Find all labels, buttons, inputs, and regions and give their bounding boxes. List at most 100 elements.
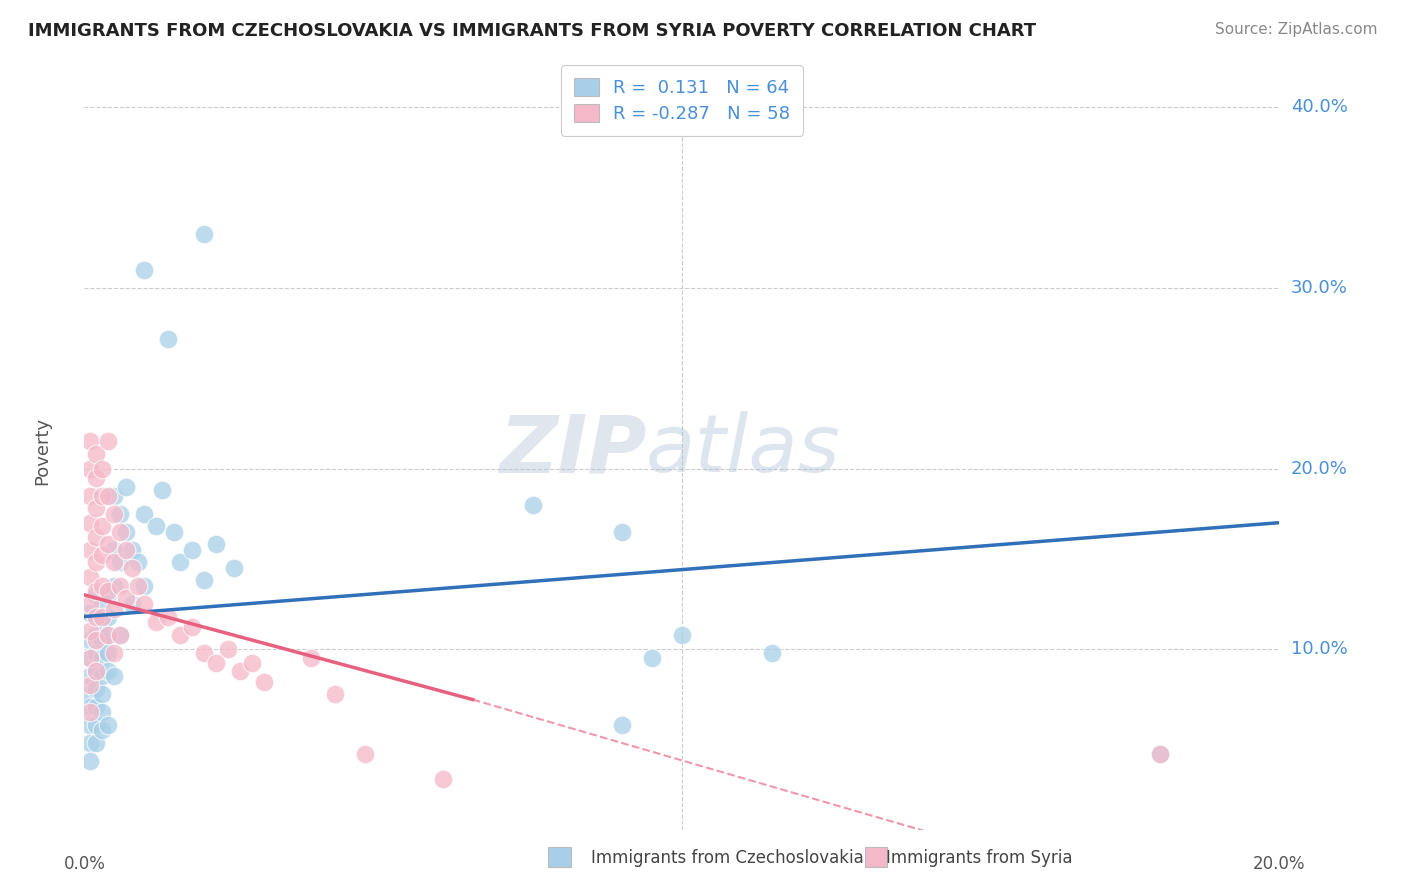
Point [86,646,108,660]
Point [103,507,125,521]
Point [79,489,101,503]
Point [103,602,125,616]
Point [86,664,108,678]
Bar [865,847,887,867]
Point [86,530,108,544]
Point [86,447,108,461]
Point [641,651,664,665]
Point [79,606,101,620]
Point [1149,747,1171,761]
Legend: R =  0.131   N = 64, R = -0.287   N = 58: R = 0.131 N = 64, R = -0.287 N = 58 [561,65,803,136]
Point [205,537,228,551]
Point [79,542,101,557]
Point [181,542,204,557]
Point [86,633,108,648]
Point [127,555,149,569]
Point [79,651,101,665]
Point [103,489,125,503]
Point [86,699,108,714]
Point [79,687,101,701]
Point [145,519,167,533]
Text: Immigrants from Syria: Immigrants from Syria [886,849,1073,867]
Text: 20.0%: 20.0% [1253,855,1306,872]
Point [163,524,186,539]
Point [97,609,120,624]
Point [79,651,101,665]
Bar [548,847,571,867]
Point [79,461,101,475]
Point [97,584,120,599]
Point [86,736,108,750]
Point [91,723,114,738]
Text: 30.0%: 30.0% [1291,279,1347,297]
Point [86,609,108,624]
Text: Poverty: Poverty [34,417,52,484]
Point [193,574,215,588]
Point [79,669,101,683]
Point [86,664,108,678]
Point [91,461,114,475]
Text: 0.0%: 0.0% [63,855,105,872]
Point [97,588,120,602]
Text: Source: ZipAtlas.com: Source: ZipAtlas.com [1215,22,1378,37]
Point [110,524,132,539]
Point [86,718,108,732]
Point [97,718,120,732]
Point [79,718,101,732]
Point [169,555,191,569]
Point [103,542,125,557]
Point [761,646,783,660]
Point [91,705,114,719]
Point [121,597,143,611]
Point [91,489,114,503]
Point [79,736,101,750]
Point [127,579,149,593]
Point [132,263,156,277]
Point [79,699,101,714]
Point [115,542,138,557]
Point [86,555,108,569]
Text: 20.0%: 20.0% [1291,459,1347,477]
Point [193,227,215,241]
Text: Immigrants from Czechoslovakia: Immigrants from Czechoslovakia [591,849,863,867]
Point [91,579,114,593]
Point [121,561,143,575]
Point [217,642,239,657]
Point [86,501,108,516]
Point [91,615,114,629]
Point [115,479,138,493]
Point [121,542,143,557]
Point [110,579,132,593]
Point [110,627,132,641]
Point [110,555,132,569]
Point [91,687,114,701]
Text: ZIP: ZIP [499,411,647,490]
Text: 40.0%: 40.0% [1291,98,1347,117]
Point [157,332,180,346]
Point [86,588,108,602]
Point [132,597,156,611]
Point [193,646,215,660]
Point [79,570,101,584]
Point [222,561,245,575]
Text: 10.0%: 10.0% [1291,640,1347,658]
Point [103,579,125,593]
Point [354,747,377,761]
Text: IMMIGRANTS FROM CZECHOSLOVAKIA VS IMMIGRANTS FROM SYRIA POVERTY CORRELATION CHAR: IMMIGRANTS FROM CZECHOSLOVAKIA VS IMMIGR… [28,22,1036,40]
Point [115,591,138,606]
Point [91,519,114,533]
Point [79,516,101,530]
Point [110,507,132,521]
Point [169,627,191,641]
Point [79,705,101,719]
Point [97,664,120,678]
Point [91,597,114,611]
Point [240,657,263,671]
Point [612,718,634,732]
Point [132,579,156,593]
Point [91,651,114,665]
Point [91,669,114,683]
Point [325,687,347,701]
Point [115,524,138,539]
Point [253,674,276,689]
